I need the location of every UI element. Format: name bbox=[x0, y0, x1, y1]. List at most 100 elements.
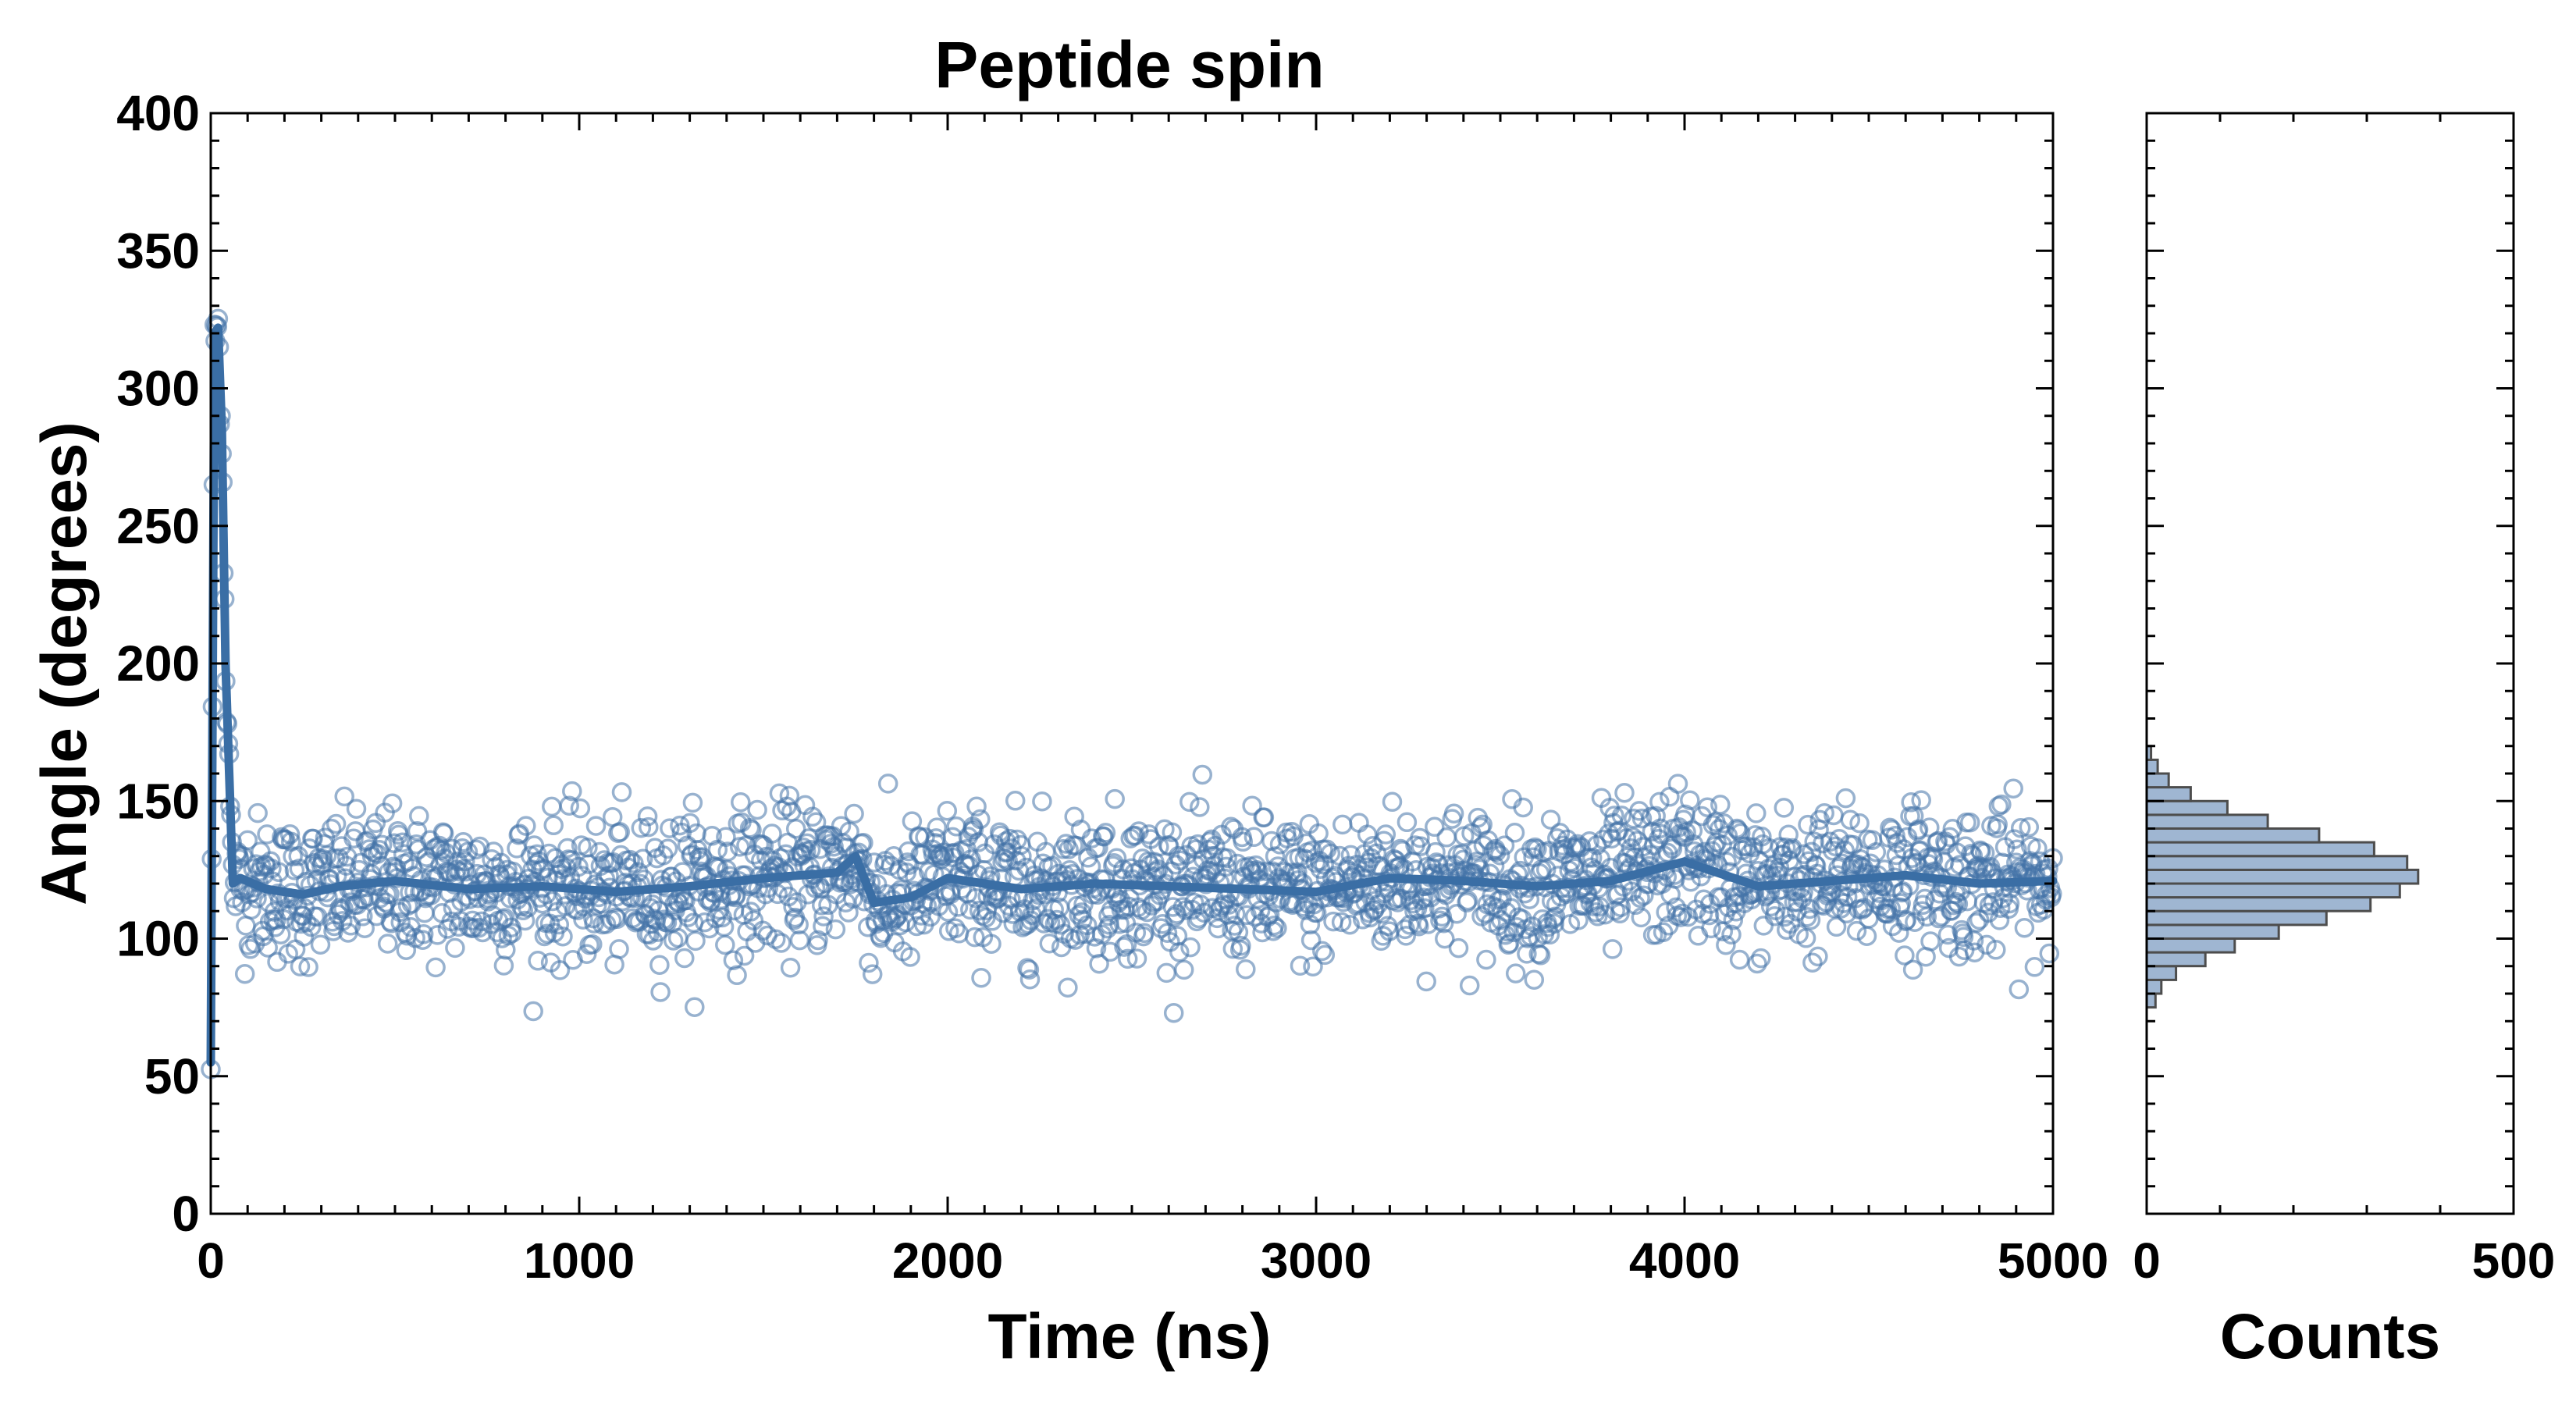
scatter-point bbox=[1180, 937, 1201, 958]
scatter-point bbox=[1887, 833, 1908, 853]
scatter-point bbox=[813, 916, 833, 937]
scatter-point bbox=[674, 948, 695, 969]
scatter-point bbox=[1190, 797, 1210, 817]
scatter-point bbox=[1018, 913, 1038, 934]
scatter-point bbox=[1699, 905, 1720, 926]
scatter-point bbox=[717, 841, 738, 862]
scatter-point bbox=[562, 781, 582, 802]
y-tick-label: 350 bbox=[116, 222, 200, 279]
scatter-point bbox=[1236, 905, 1257, 926]
scatter-point bbox=[1375, 824, 1397, 845]
scatter-point bbox=[1940, 827, 1960, 848]
scatter-point bbox=[1163, 1002, 1184, 1023]
histogram-bar bbox=[2145, 992, 2157, 1009]
scatter-panel: Peptide spin 0 1000 2000 3000 4000 5000 0 50 10… bbox=[29, 28, 2108, 1372]
scatter-point bbox=[1340, 914, 1360, 935]
smoothed-line bbox=[206, 323, 2058, 1067]
scatter-point bbox=[1017, 958, 1037, 978]
scatter-point bbox=[1217, 848, 1237, 869]
scatter-point bbox=[898, 841, 919, 862]
scatter-point bbox=[1173, 959, 1194, 980]
scatter-point bbox=[336, 855, 357, 876]
scatter-point bbox=[1114, 937, 1134, 957]
histogram-bar bbox=[2145, 965, 2178, 981]
scatter-point bbox=[1221, 816, 1241, 838]
scatter-point bbox=[899, 855, 920, 875]
scatter-point bbox=[1896, 910, 1917, 930]
scatter-point bbox=[573, 909, 593, 930]
scatter-point bbox=[1390, 838, 1411, 859]
scatter-point bbox=[1835, 788, 1856, 809]
scatter-point bbox=[999, 828, 1020, 849]
histogram-bar bbox=[2145, 786, 2192, 802]
scatter-point bbox=[298, 957, 318, 977]
scatter-point bbox=[1856, 926, 1877, 946]
scatter-point bbox=[682, 792, 703, 813]
scatter-point bbox=[937, 800, 958, 821]
scatter-point bbox=[1459, 975, 1480, 996]
scatter-point bbox=[334, 786, 354, 807]
scatter-point bbox=[741, 902, 761, 922]
scatter-point bbox=[779, 785, 800, 806]
histogram-bar bbox=[2145, 896, 2372, 912]
y-tick-label: 50 bbox=[144, 1048, 200, 1104]
scatter-point bbox=[234, 963, 255, 984]
x-tick-label: 5000 bbox=[1998, 1232, 2108, 1289]
scatter-point bbox=[496, 940, 516, 960]
main-plot-frame bbox=[209, 112, 2055, 1215]
scatter-point bbox=[1457, 890, 1478, 911]
scatter-point bbox=[1073, 909, 1093, 930]
scatter-point bbox=[1106, 848, 1127, 868]
histogram-bar bbox=[2145, 882, 2401, 899]
scatter-point bbox=[788, 914, 809, 935]
scatter-point bbox=[650, 982, 671, 1002]
scatter-point bbox=[1300, 914, 1321, 935]
scatter-point bbox=[1760, 896, 1781, 917]
scatter-point bbox=[1065, 930, 1086, 950]
scatter-point bbox=[1080, 856, 1101, 877]
scatter-point bbox=[785, 819, 806, 839]
scatter-point bbox=[1646, 806, 1666, 827]
y-tick-label: 300 bbox=[116, 361, 200, 417]
scatter-point bbox=[1751, 948, 1771, 969]
scatter-point bbox=[1119, 896, 1139, 917]
scatter-point bbox=[326, 813, 347, 834]
scatter-point bbox=[599, 865, 619, 886]
scatter-point bbox=[747, 799, 767, 820]
scatter-point bbox=[1413, 887, 1434, 908]
scatter-point bbox=[1634, 885, 1654, 906]
scatter-point bbox=[727, 965, 747, 986]
scatter-point bbox=[1721, 924, 1742, 945]
scatter-point bbox=[1729, 949, 1750, 970]
scatter-point bbox=[570, 798, 591, 819]
scatter-point bbox=[1582, 848, 1603, 868]
scatter-point bbox=[2027, 838, 2048, 859]
histogram-bar bbox=[2145, 978, 2163, 995]
scatter-point bbox=[1395, 919, 1415, 940]
scatter-point bbox=[716, 827, 736, 847]
scatter-point bbox=[1710, 795, 1731, 815]
scatter-point bbox=[1162, 822, 1183, 842]
scatter-point bbox=[838, 902, 859, 923]
scatter-point bbox=[1387, 892, 1408, 912]
scatter-point bbox=[1774, 798, 1795, 818]
scatter-point bbox=[862, 964, 883, 984]
scatter-point bbox=[1320, 843, 1341, 864]
scatter-point bbox=[1808, 946, 1828, 967]
scatter-point bbox=[1891, 893, 1911, 913]
scatter-point bbox=[425, 957, 446, 978]
scatter-point bbox=[1233, 831, 1254, 852]
scatter-point bbox=[1991, 794, 2012, 815]
scatter-point bbox=[1990, 898, 2011, 918]
scatter-point bbox=[457, 841, 479, 863]
scatter-point bbox=[1520, 926, 1541, 947]
scatter-point bbox=[631, 817, 652, 838]
scatter-point bbox=[1799, 898, 1820, 919]
scatter-point bbox=[1019, 959, 1040, 980]
scatter-point bbox=[1247, 859, 1267, 880]
y-tick-label: 400 bbox=[116, 85, 200, 141]
scatter-point bbox=[523, 1001, 543, 1022]
scatter-point bbox=[247, 802, 268, 823]
scatter-point bbox=[1849, 813, 1870, 834]
scatter-point bbox=[1916, 906, 1937, 927]
